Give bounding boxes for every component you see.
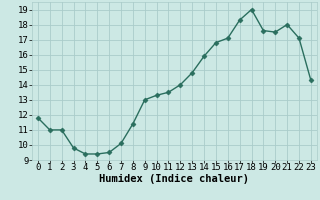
X-axis label: Humidex (Indice chaleur): Humidex (Indice chaleur) [100, 174, 249, 184]
